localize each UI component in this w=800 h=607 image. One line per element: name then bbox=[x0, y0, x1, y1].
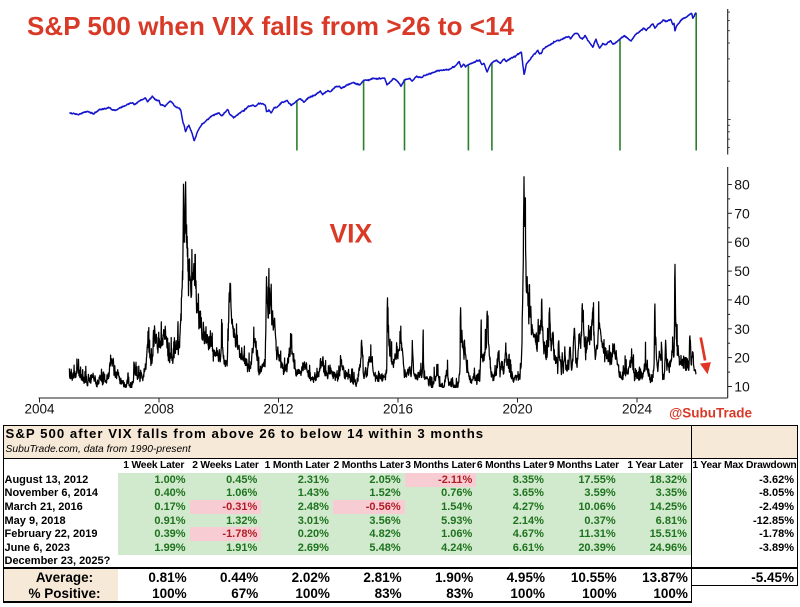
svg-text:2012: 2012 bbox=[263, 402, 293, 417]
svg-text:@SubuTrade: @SubuTrade bbox=[669, 406, 752, 421]
svg-text:2004: 2004 bbox=[24, 402, 55, 417]
svg-text:2008: 2008 bbox=[144, 402, 174, 417]
svg-text:S&P 500 when VIX falls from >2: S&P 500 when VIX falls from >26 to <14 bbox=[27, 11, 515, 41]
svg-text:80: 80 bbox=[734, 177, 750, 193]
svg-text:10: 10 bbox=[734, 379, 750, 395]
svg-text:2020: 2020 bbox=[502, 402, 532, 417]
svg-text:20: 20 bbox=[734, 350, 750, 366]
svg-text:60: 60 bbox=[734, 234, 750, 250]
svg-text:2024: 2024 bbox=[622, 402, 653, 417]
svg-text:VIX: VIX bbox=[330, 218, 373, 248]
svg-text:2016: 2016 bbox=[383, 402, 413, 417]
svg-text:50: 50 bbox=[734, 263, 750, 279]
svg-text:70: 70 bbox=[734, 205, 750, 221]
svg-text:30: 30 bbox=[734, 321, 750, 337]
svg-text:40: 40 bbox=[734, 292, 750, 308]
